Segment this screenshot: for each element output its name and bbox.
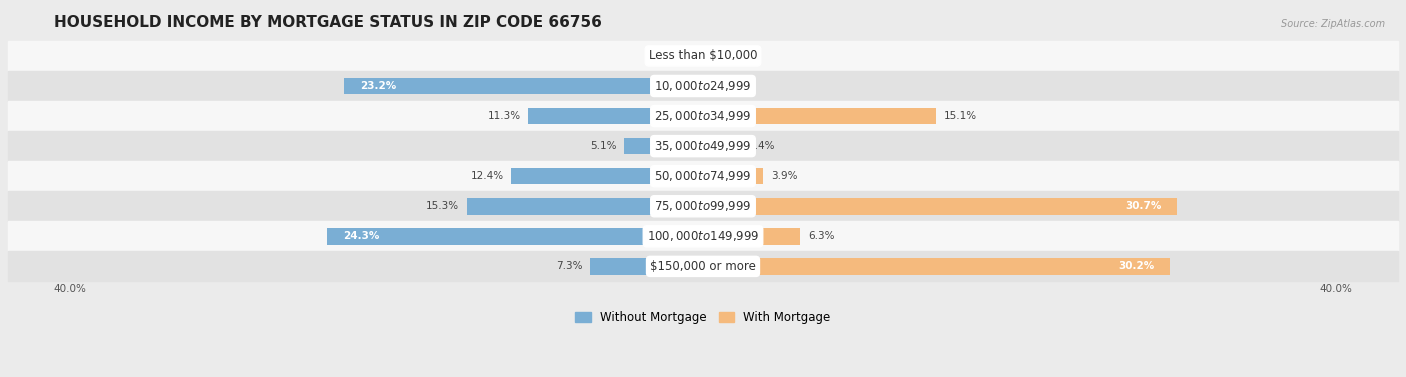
Bar	[591, 258, 703, 275]
Text: 15.1%: 15.1%	[943, 111, 977, 121]
Bar	[467, 198, 703, 215]
Text: 23.2%: 23.2%	[360, 81, 396, 91]
Text: 30.7%: 30.7%	[1126, 201, 1161, 211]
Text: 0.0%: 0.0%	[710, 81, 737, 91]
Bar	[512, 168, 703, 184]
Text: 7.3%: 7.3%	[555, 261, 582, 271]
Text: 12.4%: 12.4%	[471, 171, 503, 181]
Text: 30.2%: 30.2%	[1118, 261, 1154, 271]
Text: 24.3%: 24.3%	[343, 231, 380, 241]
Text: 11.3%: 11.3%	[488, 111, 520, 121]
Text: Less than $10,000: Less than $10,000	[648, 49, 758, 63]
Bar	[7, 101, 1399, 131]
Text: 40.0%: 40.0%	[1319, 284, 1353, 294]
Bar	[7, 221, 1399, 251]
Text: 2.4%: 2.4%	[748, 141, 775, 151]
Bar	[328, 228, 703, 245]
Bar	[703, 258, 1170, 275]
Bar	[7, 191, 1399, 221]
Bar	[703, 138, 740, 155]
Bar	[7, 71, 1399, 101]
Bar	[529, 108, 703, 124]
Bar	[703, 228, 800, 245]
Text: 40.0%: 40.0%	[53, 284, 87, 294]
Text: 5.1%: 5.1%	[591, 141, 616, 151]
Text: HOUSEHOLD INCOME BY MORTGAGE STATUS IN ZIP CODE 66756: HOUSEHOLD INCOME BY MORTGAGE STATUS IN Z…	[53, 15, 602, 30]
Bar	[624, 138, 703, 155]
Text: $150,000 or more: $150,000 or more	[650, 260, 756, 273]
Text: $75,000 to $99,999: $75,000 to $99,999	[654, 199, 752, 213]
Legend: Without Mortgage, With Mortgage: Without Mortgage, With Mortgage	[571, 306, 835, 328]
Text: 1.1%: 1.1%	[652, 51, 678, 61]
Bar	[703, 168, 763, 184]
Bar	[686, 48, 703, 64]
Text: $35,000 to $49,999: $35,000 to $49,999	[654, 139, 752, 153]
Bar	[7, 251, 1399, 281]
Bar	[7, 161, 1399, 191]
Text: 6.3%: 6.3%	[808, 231, 835, 241]
Text: Source: ZipAtlas.com: Source: ZipAtlas.com	[1281, 19, 1385, 29]
Bar	[344, 78, 703, 94]
Text: $10,000 to $24,999: $10,000 to $24,999	[654, 79, 752, 93]
Bar	[703, 198, 1177, 215]
Text: $100,000 to $149,999: $100,000 to $149,999	[647, 229, 759, 243]
Text: $50,000 to $74,999: $50,000 to $74,999	[654, 169, 752, 183]
Text: $25,000 to $34,999: $25,000 to $34,999	[654, 109, 752, 123]
Bar	[7, 41, 1399, 71]
Text: 0.0%: 0.0%	[710, 51, 737, 61]
Bar	[7, 131, 1399, 161]
Bar	[703, 108, 936, 124]
Text: 3.9%: 3.9%	[770, 171, 797, 181]
Text: 15.3%: 15.3%	[426, 201, 458, 211]
